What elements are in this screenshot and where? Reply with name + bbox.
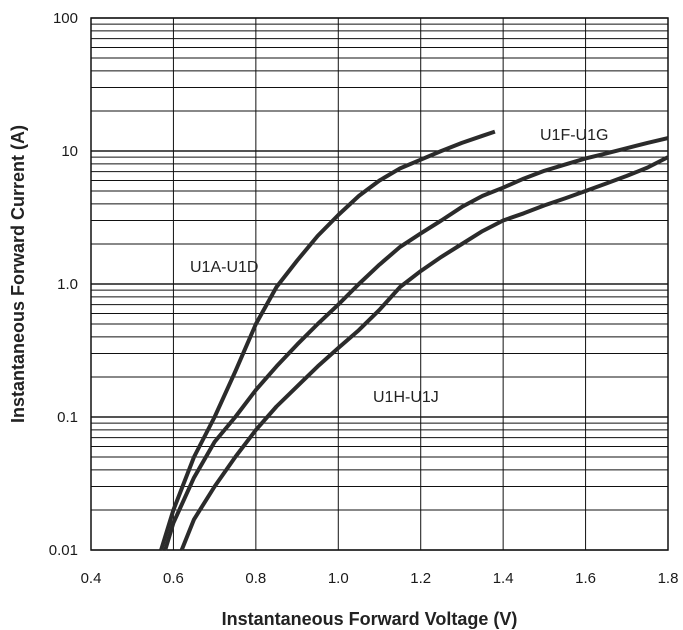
y-tick-label: 10 (61, 143, 78, 160)
plot-frame (90, 17, 669, 551)
y-tick-labels: 0.01 0.1 1.0 10 100 (49, 10, 78, 559)
y-tick-label: 0.01 (49, 542, 78, 559)
y-tick-label: 0.1 (57, 409, 78, 426)
x-tick-label: 1.2 (410, 570, 431, 587)
y-tick-label: 100 (53, 10, 78, 27)
series-label-u1h-u1j: U1H-U1J (373, 389, 439, 406)
x-axis-title: Instantaneous Forward Voltage (V) (222, 609, 518, 629)
x-tick-label: 1.4 (493, 570, 514, 587)
series-line-u1a-u1d (159, 129, 496, 551)
x-tick-label: 1.6 (575, 570, 596, 587)
series-label-u1a-u1d: U1A-U1D (190, 259, 258, 276)
x-tick-label: 1.8 (658, 570, 679, 587)
x-tick-labels: 0.4 0.6 0.8 1.0 1.2 1.4 1.6 1.8 (81, 570, 679, 587)
series-line-u1h-u1j (179, 155, 669, 551)
x-tick-label: 1.0 (328, 570, 349, 587)
x-tick-label: 0.8 (245, 570, 266, 587)
series-label-u1f-u1g: U1F-U1G (540, 127, 608, 144)
x-tick-label: 0.4 (81, 570, 102, 587)
grid-lines (90, 17, 669, 551)
x-tick-label: 0.6 (163, 570, 184, 587)
y-tick-label: 1.0 (57, 276, 78, 293)
series-line-u1f-u1g (163, 136, 669, 551)
series-curves (159, 129, 669, 551)
y-axis-title: Instantaneous Forward Current (A) (8, 125, 28, 423)
